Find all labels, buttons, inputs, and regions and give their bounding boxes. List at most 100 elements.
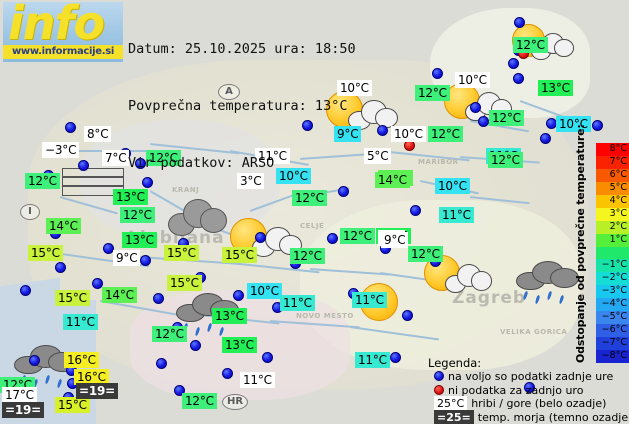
station-dot[interactable] [478,116,489,127]
scale-band: −6°C [596,324,629,338]
temperature-label: 12°C [340,228,375,244]
station-dot[interactable] [174,385,185,396]
station-dot[interactable] [390,352,401,363]
map-place-label: CELJE [300,222,325,230]
cloud-icon [516,258,579,291]
station-dot[interactable] [508,58,519,69]
station-dot[interactable] [514,17,525,28]
temperature-label: 11°C [355,352,390,368]
station-dot[interactable] [410,205,421,216]
map-place-label: NOVO MESTO [296,312,354,320]
legend-mountain-chip: 25°C [434,396,468,411]
station-dot[interactable] [262,352,273,363]
weather-icon-cloud-dark [168,196,227,236]
temperature-label: 14°C [102,287,137,303]
temperature-label: 17°C [2,387,37,403]
scale-band: −4°C [596,298,629,312]
station-dot[interactable] [55,262,66,273]
temperature-label: 15°C [167,275,202,291]
temperature-label: 13°C [212,308,247,324]
map-place-label: KRANJ [172,186,200,194]
station-dot[interactable] [302,120,313,131]
weather-icon-rain-cloud [176,290,239,342]
station-dot[interactable] [592,120,603,131]
station-dot[interactable] [540,133,551,144]
scale-band: 8°C [596,143,629,156]
temperature-label: 12°C [489,110,524,126]
station-dot[interactable] [338,186,349,197]
site-logo[interactable]: info www.informacije.si [3,2,123,62]
station-dot[interactable] [140,255,151,266]
temperature-label: 15°C [28,245,63,261]
sea-temperature-label: =19= [2,402,45,418]
temperature-label: 12°C [182,393,217,409]
scale-band: −8°C [596,350,629,363]
station-dot[interactable] [222,368,233,379]
temperature-label: 12°C [120,207,155,223]
temperature-label: 12°C [152,326,187,342]
temperature-label: 11°C [240,372,275,388]
station-dot[interactable] [524,382,535,393]
legend-row: 25°C hribi / gore (belo ozadje) [428,396,606,411]
station-dot[interactable] [92,278,103,289]
temperature-label: 15°C [222,247,257,263]
temperature-label: 9°C [334,126,362,142]
header-average-temperature: Povprečna temperatura: 13°C [128,98,348,114]
temperature-label: 10°C [455,72,490,88]
station-dot[interactable] [432,68,443,79]
scale-band [596,246,629,260]
cloud-icon [176,290,239,323]
legend-data-dot-icon [434,371,444,381]
station-dot[interactable] [103,243,114,254]
legend-row: na voljo so podatki zadnje ure [428,369,613,384]
temperature-label: 12°C [428,126,463,142]
temperature-label: 15°C [164,245,199,261]
station-dot[interactable] [156,358,167,369]
station-dot[interactable] [470,102,481,113]
station-dot[interactable] [377,125,388,136]
legend-row: ni podatka za zadnjo uro [428,383,583,398]
station-dot[interactable] [513,73,524,84]
page-header: info www.informacije.si Datum: 25.10.202… [0,0,629,171]
temperature-label: 9°C [113,250,141,266]
legend-row-label: hribi / gore (belo ozadje) [471,397,607,410]
temperature-label: 14°C [46,218,81,234]
country-marker-i: I [20,204,40,220]
temperature-label: 11°C [439,207,474,223]
scale-band: 4°C [596,194,629,208]
station-dot[interactable] [402,310,413,321]
scale-band: −3°C [596,285,629,299]
station-dot[interactable] [78,160,89,171]
temperature-label: 14°C [375,172,410,188]
temperature-deviation-scale: 8°C 7°C 6°C 5°C 4°C 3°C 2°C 1°C −1°C −2°C −3°C −4°C… [596,143,629,363]
temperature-label: 15°C [55,290,90,306]
mountain-hatch-icon [62,168,124,196]
temperature-label: 13°C [222,337,257,353]
station-dot[interactable] [135,158,146,169]
temperature-label: 11°C [63,314,98,330]
temperature-label: 11°C [255,148,290,164]
legend: Legenda: na voljo so podatki zadnje ure n… [428,356,629,424]
station-dot[interactable] [20,285,31,296]
station-dot[interactable] [153,293,164,304]
temperature-label: 12°C [146,150,181,166]
station-dot[interactable] [29,355,40,366]
station-dot[interactable] [65,122,76,133]
scale-band: −7°C [596,337,629,350]
station-dot[interactable] [190,340,201,351]
temperature-label: 12°C [415,85,450,101]
map-place-label: MARIBOR [418,158,459,166]
station-dot[interactable] [233,290,244,301]
scale-band: −2°C [596,272,629,286]
temperature-label: 12°C [488,152,523,168]
scale-band: 3°C [596,207,629,221]
scale-band: 5°C [596,181,629,195]
temperature-label: 12°C [290,248,325,264]
temperature-label: −3°C [42,142,80,158]
station-dot[interactable] [255,232,266,243]
legend-row-label: na voljo so podatki zadnje ure [448,370,614,383]
temperature-label: 13°C [538,80,573,96]
station-dot[interactable] [327,233,338,244]
station-dot[interactable] [142,177,153,188]
temperature-label: 13°C [113,189,148,205]
